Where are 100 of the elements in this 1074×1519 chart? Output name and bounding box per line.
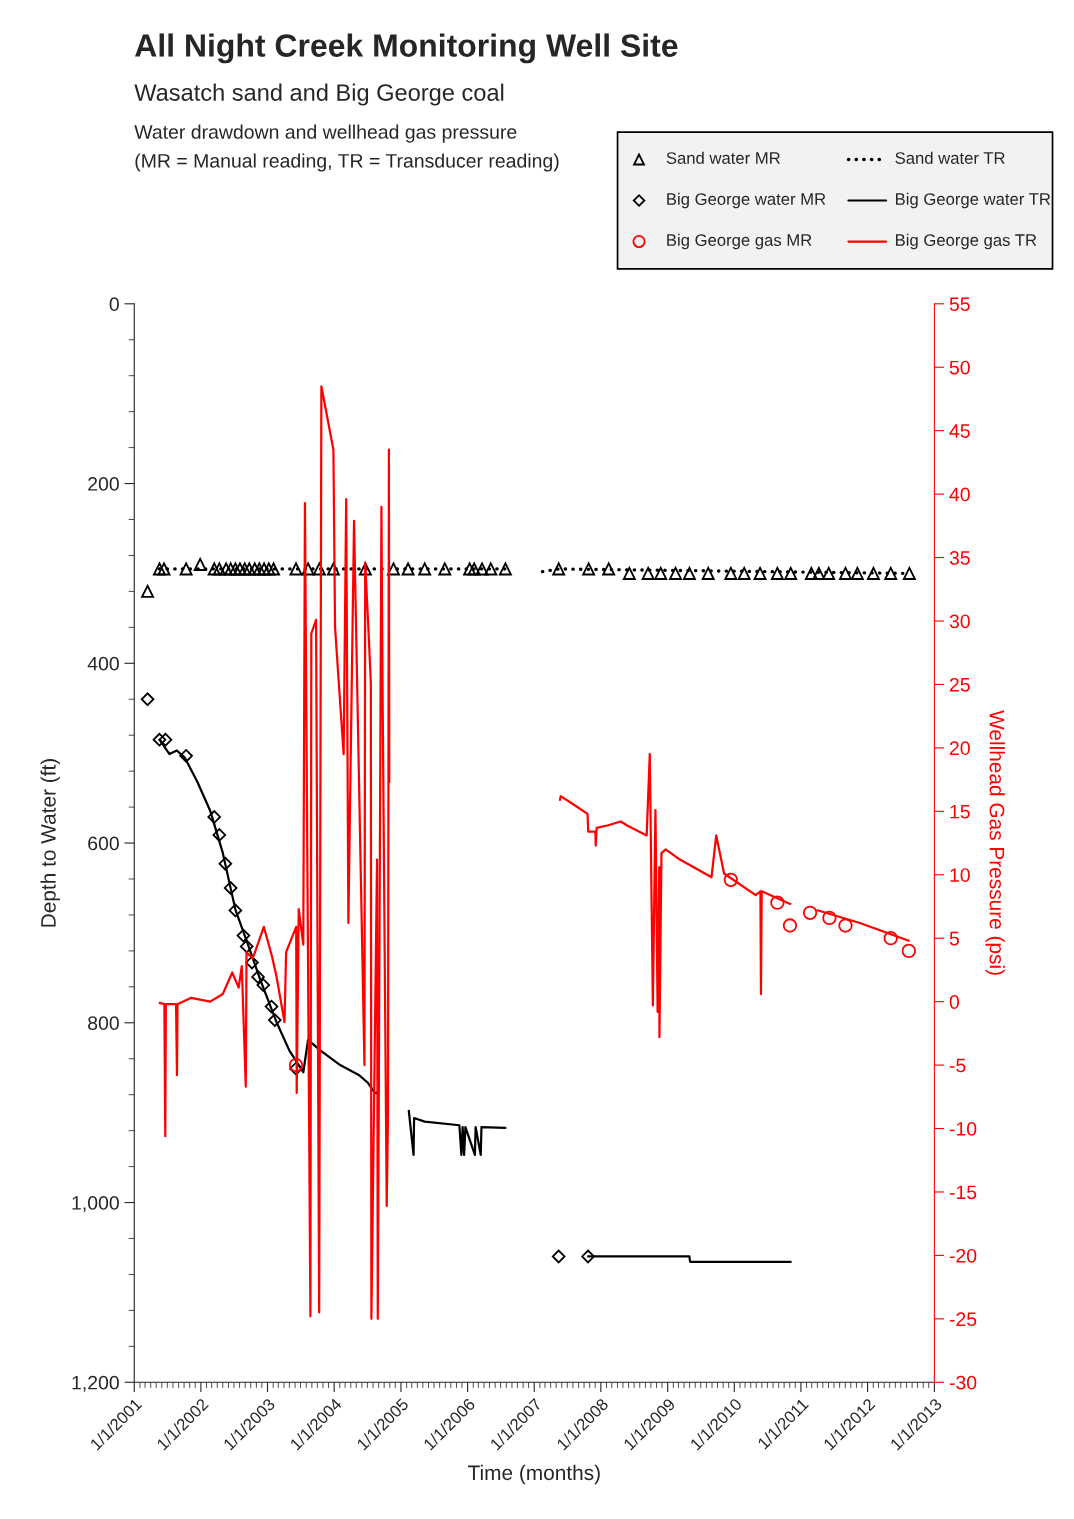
point	[582, 562, 596, 576]
y2-tick-label: 10	[950, 868, 970, 882]
legend-label: Sand water MR	[666, 151, 780, 164]
point	[257, 562, 271, 576]
point	[883, 931, 898, 946]
point	[724, 566, 738, 580]
legend-label: Big George water MR	[667, 192, 826, 209]
point	[248, 562, 262, 576]
point	[289, 562, 303, 576]
y2-tick-label: 40	[949, 487, 970, 502]
point	[212, 828, 227, 842]
point	[256, 978, 271, 992]
point	[418, 562, 432, 576]
y2-tick-label: -25	[949, 1312, 977, 1327]
point	[267, 562, 280, 576]
y2-tick-label: -15	[949, 1185, 977, 1200]
y2-axis-title: Wellhead Gas Pressure (psi)	[985, 710, 1005, 975]
point	[770, 895, 785, 910]
point	[401, 562, 415, 576]
point	[866, 566, 880, 580]
point	[152, 562, 166, 576]
point	[224, 562, 238, 576]
y-tick-label: 600	[88, 836, 119, 851]
y2-tick-label: 5	[949, 931, 959, 946]
y2-tick-label: 15	[950, 804, 970, 819]
point	[207, 562, 221, 576]
point	[784, 566, 798, 580]
point	[850, 566, 864, 580]
point	[152, 732, 167, 747]
point	[312, 562, 326, 576]
point	[467, 562, 481, 576]
y-tick-label: 1,200	[72, 1375, 119, 1392]
point	[802, 905, 818, 920]
y2-tick-label: -5	[949, 1058, 966, 1073]
point	[242, 562, 256, 576]
y2-tick-label: -20	[949, 1248, 977, 1263]
point	[157, 562, 171, 576]
point	[223, 881, 238, 895]
chart-subtitle: Wasatch sand and Big George coal	[134, 83, 504, 106]
point	[179, 562, 193, 576]
point	[239, 939, 254, 954]
point	[251, 970, 265, 984]
point	[252, 562, 266, 576]
point	[723, 872, 738, 887]
point	[902, 566, 916, 580]
y2-tick-label: -10	[949, 1122, 977, 1136]
y2-tick-label: 45	[949, 424, 970, 438]
point	[838, 918, 853, 933]
point	[753, 566, 767, 580]
point	[839, 566, 852, 580]
point	[654, 566, 668, 580]
point	[387, 562, 400, 576]
point	[602, 562, 616, 576]
point	[622, 566, 636, 580]
y-axis-title: Depth to Water (ft)	[40, 759, 60, 927]
legend-label: Big George gas MR	[667, 233, 812, 250]
y-tick-label: 0	[109, 297, 119, 312]
point	[581, 1249, 595, 1264]
point	[179, 749, 193, 763]
point	[158, 732, 173, 747]
point	[245, 955, 259, 970]
point	[804, 566, 818, 580]
point	[901, 943, 916, 959]
point	[484, 562, 498, 576]
point	[438, 562, 452, 576]
point	[140, 692, 155, 707]
point	[268, 1013, 282, 1027]
point	[212, 562, 226, 576]
y2-tick-label: 20	[949, 741, 970, 756]
point	[207, 810, 222, 824]
y-tick-label: 1,000	[72, 1196, 119, 1213]
legend-label: Sand water TR	[895, 151, 1005, 164]
chart-title: All Night Creek Monitoring Well Site	[135, 33, 678, 64]
x-axis-title: Time (months)	[468, 1464, 600, 1485]
point	[701, 566, 715, 580]
point	[475, 562, 489, 576]
point	[822, 910, 837, 926]
point	[262, 562, 276, 576]
y-tick-label: 800	[88, 1016, 119, 1031]
point	[238, 562, 252, 576]
point	[264, 999, 279, 1014]
y2-tick-label: 55	[949, 297, 970, 312]
point	[782, 918, 798, 933]
y2-tick-label: 25	[949, 677, 970, 692]
legend-label: Big George gas TR	[896, 233, 1037, 250]
point	[551, 1249, 566, 1264]
point	[326, 562, 340, 576]
legend-label: Big George water TR	[896, 192, 1051, 209]
text: Water drawdown and wellhead gas pressure	[134, 124, 517, 143]
point	[669, 566, 682, 580]
y2-tick-label: -30	[949, 1375, 977, 1390]
point	[228, 903, 243, 918]
text: (MR = Manual reading, TR = Transducer reading)	[135, 153, 559, 172]
point	[141, 584, 155, 598]
point	[236, 928, 251, 943]
y-tick-label: 200	[88, 477, 119, 491]
point	[682, 566, 696, 580]
point	[884, 566, 898, 580]
point	[193, 557, 207, 571]
point	[301, 562, 315, 576]
